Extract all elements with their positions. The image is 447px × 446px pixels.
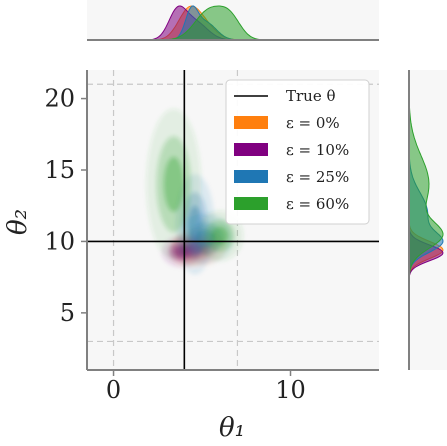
- x-tick-label-0: 0: [106, 376, 121, 404]
- x-axis-label: θ₁: [219, 413, 245, 441]
- legend: True θ ε = 0% ε = 10% ε = 25% ε = 60%: [225, 79, 370, 225]
- legend-label-3: ε = 60%: [286, 195, 349, 213]
- legend-label-2: ε = 25%: [286, 168, 349, 186]
- legend-label-0: ε = 0%: [286, 114, 340, 132]
- y-tick-label-1: 10: [44, 227, 75, 255]
- legend-swatch-1: [234, 143, 268, 156]
- axis-ticks: 0 10 5 10 15 20: [44, 85, 305, 404]
- legend-swatch-3: [234, 197, 268, 210]
- legend-label-1: ε = 10%: [286, 141, 349, 159]
- y-axis-label: θ₂: [3, 209, 33, 235]
- legend-swatch-0: [234, 116, 268, 129]
- legend-true-theta-label: True θ: [286, 87, 336, 105]
- true-theta-lines: [87, 70, 379, 370]
- x-tick-label-1: 10: [275, 376, 306, 404]
- y-tick-label-2: 15: [44, 156, 75, 184]
- joint-density-3-0-2: [163, 156, 184, 212]
- joint-density-3-1-2: [211, 226, 229, 245]
- y-tick-label-3: 20: [44, 85, 75, 113]
- y-tick-label-0: 5: [60, 299, 75, 327]
- legend-swatch-2: [234, 170, 268, 183]
